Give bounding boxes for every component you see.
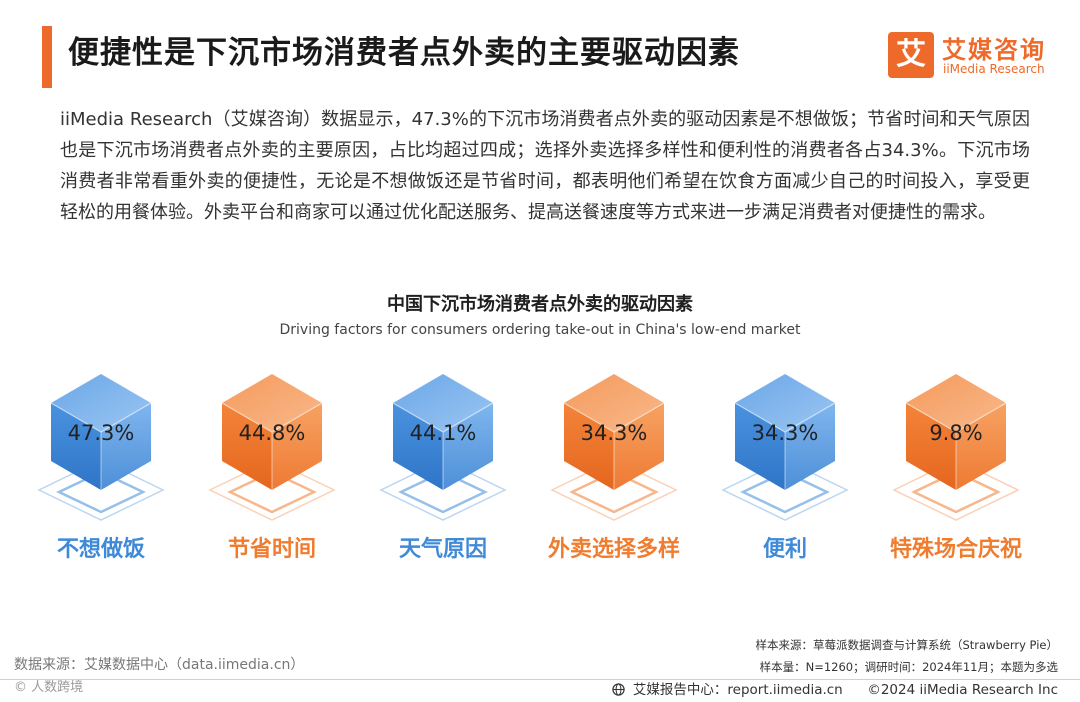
globe-icon — [611, 680, 625, 700]
cube-base-outline — [550, 459, 678, 521]
cube-group: 44.8% 节省时间 — [208, 374, 336, 562]
cube-base-inner — [569, 470, 659, 514]
cube-edge-highlight — [392, 402, 494, 433]
cube-group: 34.3% 便利 — [721, 374, 849, 562]
logo-mark: 艾 — [888, 32, 934, 78]
page-title: 便捷性是下沉市场消费者点外卖的主要驱动因素 — [68, 35, 740, 71]
sample-size: 样本量：N=1260；调研时间：2024年11月；本题为多选 — [759, 660, 1058, 674]
driving-factors-chart: 47.3%不想做饭44.8%节省时间44.1%天气原因34.3%外卖选择多样34… — [37, 374, 1022, 562]
cube-base-inner — [227, 470, 317, 514]
cube-base-outline — [37, 459, 165, 521]
cube-edge-highlight — [734, 402, 836, 433]
cube-base-outline — [721, 459, 849, 521]
chart-subtitle: Driving factors for consumers ordering t… — [279, 322, 801, 338]
cube-base-inner — [398, 470, 488, 514]
sample-source: 样本来源：草莓派数据调查与计算系统（Strawberry Pie） — [755, 638, 1058, 652]
copyright: ©2024 iiMedia Research Inc — [867, 682, 1058, 698]
category-label: 天气原因 — [399, 536, 487, 562]
cube-group: 34.3% 外卖选择多样 — [548, 374, 680, 562]
cube-edge-highlight — [50, 402, 152, 433]
data-label: 44.1% — [410, 421, 477, 445]
cube-base-outline — [892, 459, 1020, 521]
data-label: 34.3% — [752, 421, 819, 445]
cube-edge-highlight — [563, 402, 665, 433]
category-label: 特殊场合庆祝 — [890, 536, 1022, 562]
cube-group: 44.1% 天气原因 — [379, 374, 507, 562]
iimedia-logo: 艾 艾媒咨询 iiMedia Research — [888, 30, 1068, 80]
data-label: 47.3% — [68, 421, 135, 445]
category-label: 不想做饭 — [57, 536, 145, 562]
chart-title: 中国下沉市场消费者点外卖的驱动因素 — [387, 294, 693, 315]
cube-base-inner — [911, 470, 1001, 514]
footer-sample-info: 样本来源：草莓派数据调查与计算系统（Strawberry Pie） 样本量：N=… — [755, 634, 1058, 678]
cube-base-outline — [379, 459, 507, 521]
category-label: 节省时间 — [228, 537, 316, 562]
cube-group: 9.8% 特殊场合庆祝 — [890, 374, 1022, 562]
data-source: 数据来源：艾媒数据中心（data.iimedia.cn） — [14, 657, 305, 673]
summary-paragraph: iiMedia Research（艾媒咨询）数据显示，47.3%的下沉市场消费者… — [60, 109, 1030, 223]
category-label: 外卖选择多样 — [548, 536, 680, 562]
title-accent-bar — [42, 26, 52, 88]
data-label: 9.8% — [929, 421, 982, 445]
cube-base-inner — [740, 470, 830, 514]
cube-base-outline — [208, 459, 336, 521]
report-center-link[interactable]: 艾媒报告中心：report.iimedia.cn — [632, 682, 843, 698]
footer-bottom: 艾媒报告中心：report.iimedia.cn ©2024 iiMedia R… — [611, 680, 1058, 700]
cube-edge-highlight — [905, 402, 1007, 433]
data-label: 44.8% — [239, 421, 306, 445]
cube-edge-highlight — [221, 402, 323, 433]
logo-chinese-name: 艾媒咨询 — [942, 36, 1046, 64]
logo-english-name: iiMedia Research — [943, 62, 1045, 76]
category-label: 便利 — [763, 537, 807, 562]
cube-group: 47.3% 不想做饭 — [37, 374, 165, 562]
footer-divider — [0, 679, 1080, 680]
data-label: 34.3% — [581, 421, 648, 445]
cube-base-inner — [56, 470, 146, 514]
watermark: © 人数跨境 — [14, 680, 84, 695]
